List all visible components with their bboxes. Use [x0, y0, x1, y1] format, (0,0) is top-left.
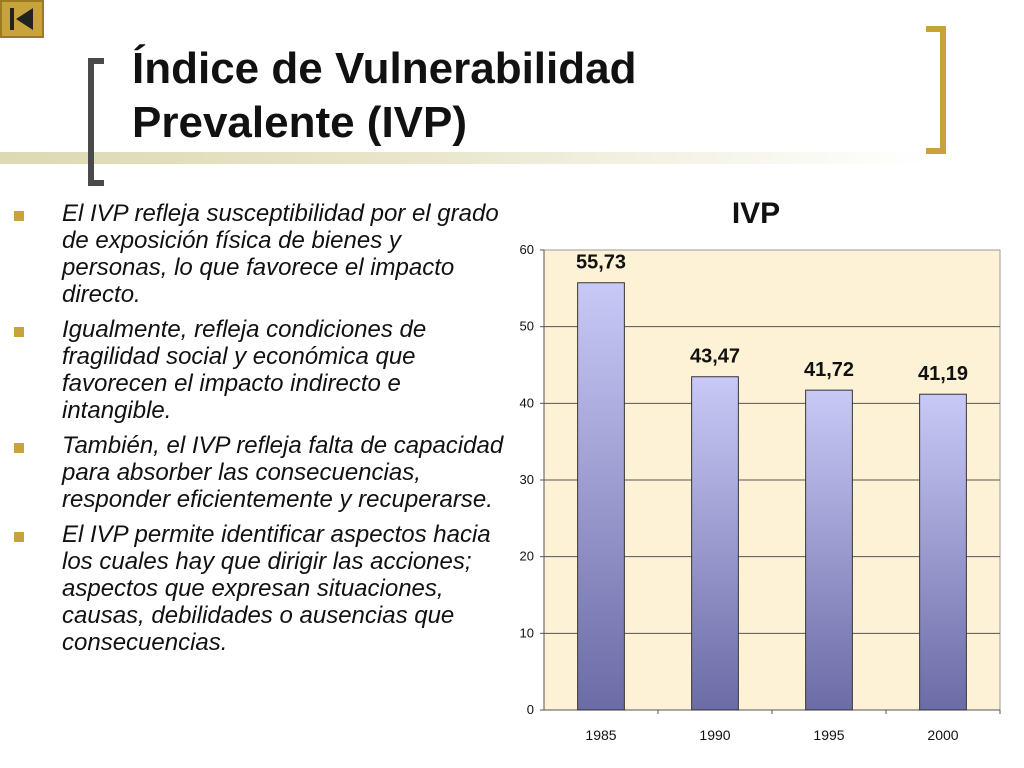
y-tick-label: 60 — [520, 242, 534, 257]
title-underline-band — [0, 152, 930, 164]
bullet-square-icon — [14, 211, 24, 221]
slide-title-line-2: Prevalente (IVP) — [132, 98, 468, 147]
bullet-list: El IVP refleja susceptibilidad por el gr… — [14, 200, 504, 664]
y-tick-label: 30 — [520, 472, 534, 487]
y-tick-label: 0 — [527, 702, 534, 717]
x-tick-label: 2000 — [927, 727, 958, 743]
y-tick-label: 20 — [520, 549, 534, 564]
bullet-item: Igualmente, refleja condiciones de fragi… — [14, 316, 504, 424]
back-button[interactable] — [0, 0, 44, 38]
y-tick-label: 10 — [520, 625, 534, 640]
x-tick-label: 1990 — [699, 727, 730, 743]
slide-title-line-1: Índice de Vulnerabilidad — [132, 44, 637, 93]
bar-chart: IVP 0 10 20 30 40 50 60 55,73 1985 43,47 1990 41,72… — [504, 196, 1016, 756]
bullet-square-icon — [14, 443, 24, 453]
x-tick-label: 1985 — [585, 727, 616, 743]
bullet-item: El IVP refleja susceptibilidad por el gr… — [14, 200, 504, 308]
chart-svg: 0 10 20 30 40 50 60 55,73 1985 43,47 1990 41,72 1995… — [520, 242, 1001, 743]
chart-title: IVP — [731, 197, 781, 230]
slide-title: Índice de Vulnerabilidad Prevalente (IVP… — [132, 42, 892, 150]
bullet-item: También, el IVP refleja falta de capacid… — [14, 432, 504, 513]
bullet-item: El IVP permite identificar aspectos haci… — [14, 521, 504, 656]
right-bracket-decoration — [926, 26, 946, 154]
bullet-square-icon — [14, 327, 24, 337]
left-bracket-decoration — [88, 58, 104, 186]
y-tick-label: 50 — [520, 319, 534, 334]
data-label: 41,72 — [804, 359, 854, 381]
bar-1995 — [805, 389, 853, 711]
data-label: 43,47 — [690, 346, 740, 368]
x-tick-label: 1995 — [813, 727, 844, 743]
bullet-text: También, el IVP refleja falta de capacid… — [62, 432, 504, 513]
y-tick-label: 40 — [520, 395, 534, 410]
bullet-text: El IVP refleja susceptibilidad por el gr… — [62, 200, 499, 308]
bar-2000 — [919, 393, 967, 711]
bar-1985 — [577, 282, 625, 711]
data-label: 41,19 — [918, 363, 968, 385]
skip-back-icon — [10, 8, 33, 30]
bar-1990 — [691, 376, 739, 711]
data-label: 55,73 — [576, 252, 626, 274]
bullet-text: Igualmente, refleja condiciones de fragi… — [62, 316, 427, 424]
bullet-text: El IVP permite identificar aspectos haci… — [62, 521, 491, 656]
bullet-square-icon — [14, 532, 24, 542]
